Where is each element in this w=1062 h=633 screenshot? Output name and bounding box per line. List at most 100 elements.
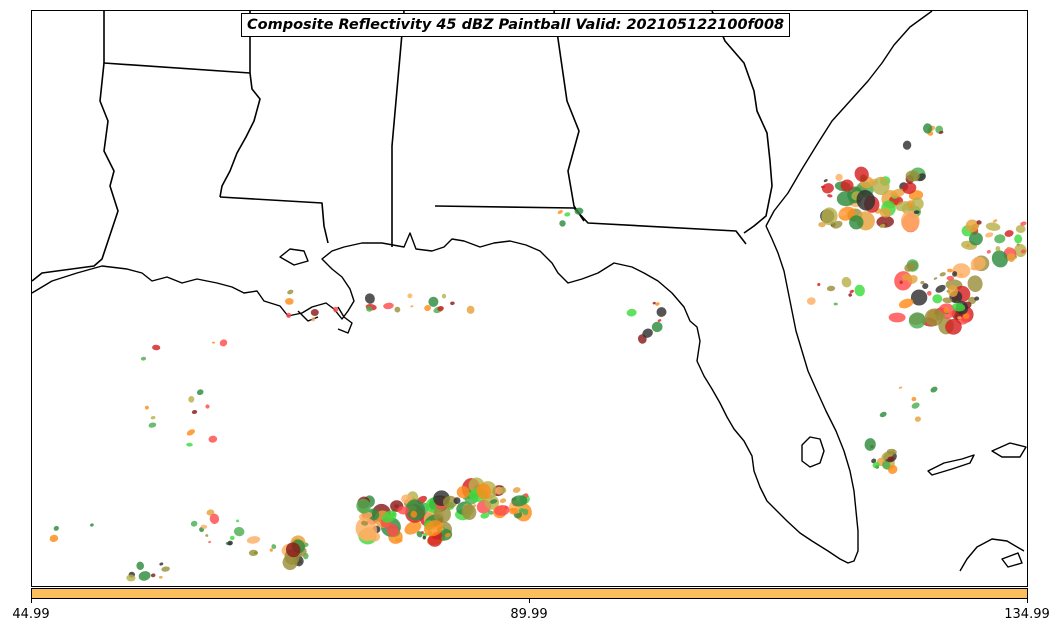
reflectivity-blob [233, 526, 245, 537]
reflectivity-blob [53, 525, 59, 531]
al-west-line [391, 11, 405, 247]
reflectivity-blob [480, 512, 490, 519]
reflectivity-blob [285, 542, 301, 558]
reflectivity-blob [968, 232, 983, 246]
reflectivity-blob [1020, 249, 1026, 254]
reflectivity-blob [879, 223, 886, 229]
reflectivity-blob [902, 182, 917, 194]
reflectivity-blob [136, 561, 145, 570]
reflectivity-blob [827, 194, 833, 198]
reflectivity-blob [410, 305, 414, 308]
reflectivity-blob [872, 461, 880, 469]
reflectivity-blob [427, 534, 442, 547]
reflectivity-blob [186, 429, 195, 436]
al-east-line [553, 11, 585, 222]
reflectivity-blob [383, 302, 394, 310]
reflectivity-blob [854, 284, 865, 297]
reflectivity-blob [397, 506, 410, 515]
reflectivity-blob [872, 176, 890, 196]
reflectivity-blob [968, 296, 977, 305]
ms-line [219, 72, 261, 198]
reflectivity-blob [967, 275, 983, 292]
colorbar [31, 588, 1028, 599]
reflectivity-blob [1006, 253, 1016, 262]
reflectivity-blob [952, 271, 958, 277]
reflectivity-blob [820, 185, 826, 189]
colorbar-label-max: 134.99 [1004, 607, 1050, 622]
reflectivity-blob [902, 140, 912, 150]
reflectivity-blob [1016, 243, 1020, 246]
reflectivity-blob [200, 524, 208, 529]
reflectivity-blob [831, 220, 843, 229]
ms-south-line [219, 196, 329, 244]
reflectivity-blob [899, 280, 903, 285]
reflectivity-blob [205, 534, 209, 537]
lake-okeechobee [801, 436, 825, 468]
reflectivity-blob [963, 313, 970, 319]
reflectivity-blob [282, 554, 298, 571]
reflectivity-blob [908, 312, 926, 329]
reflectivity-blob [246, 536, 261, 544]
reflectivity-blob [126, 574, 136, 582]
bahamas-1 [927, 454, 975, 476]
reflectivity-blob [140, 356, 147, 361]
reflectivity-blob [871, 458, 877, 464]
reflectivity-blob [920, 280, 925, 285]
reflectivity-blob [911, 402, 920, 409]
reflectivity-blob [840, 179, 854, 192]
reflectivity-blob [444, 532, 451, 538]
reflectivity-blob [835, 173, 843, 181]
reflectivity-blob [285, 297, 294, 305]
reflectivity-blob [512, 487, 521, 493]
reflectivity-blob [922, 123, 933, 134]
reflectivity-blob [269, 548, 273, 552]
reflectivity-blob [887, 465, 898, 474]
reflectivity-blob [236, 519, 240, 523]
reflectivity-blob [947, 285, 959, 297]
reflectivity-blob [930, 386, 938, 393]
ms-sound-islands [279, 248, 309, 266]
reflectivity-blob [564, 212, 571, 217]
reflectivity-blob [986, 250, 991, 254]
reflectivity-blob [935, 312, 946, 321]
reflectivity-blob [518, 508, 525, 513]
colorbar-tick-max [1027, 599, 1028, 603]
reflectivity-blob [443, 495, 458, 509]
reflectivity-blob [838, 206, 856, 221]
reflectivity-blob [655, 302, 660, 306]
reflectivity-blob [190, 520, 198, 527]
reflectivity-blob [818, 221, 826, 228]
reflectivity-blob [152, 344, 161, 351]
reflectivity-blob [574, 207, 584, 215]
gulf-north-coast [32, 225, 859, 564]
reflectivity-blob [355, 517, 378, 542]
reflectivity-blob [286, 312, 292, 318]
reflectivity-blob [838, 210, 847, 217]
reflectivity-blob [356, 498, 371, 514]
reflectivity-blob [933, 277, 938, 280]
reflectivity-blob [652, 301, 656, 305]
reflectivity-blob [886, 448, 897, 455]
reflectivity-blob [887, 456, 895, 462]
reflectivity-blob [1014, 234, 1023, 244]
reflectivity-blob [656, 307, 667, 317]
reflectivity-blob [1007, 246, 1010, 249]
reflectivity-blob [994, 234, 1006, 244]
reflectivity-blob [974, 296, 980, 301]
reflectivity-map [32, 11, 1027, 582]
reflectivity-blob [952, 302, 966, 312]
reflectivity-blobs [49, 123, 1027, 582]
reflectivity-blob [939, 272, 946, 277]
reflectivity-blob [509, 507, 519, 515]
reflectivity-blob [453, 497, 461, 505]
reflectivity-blob [911, 197, 924, 210]
reflectivity-blob [466, 305, 475, 314]
reflectivity-blob [390, 512, 396, 517]
atlantic-coast [765, 11, 933, 227]
reflectivity-blob [433, 505, 452, 524]
reflectivity-blob [970, 256, 986, 271]
reflectivity-blob [943, 307, 950, 314]
reflectivity-blob [271, 544, 277, 550]
la-west-line [32, 62, 119, 282]
reflectivity-blob [935, 284, 946, 293]
